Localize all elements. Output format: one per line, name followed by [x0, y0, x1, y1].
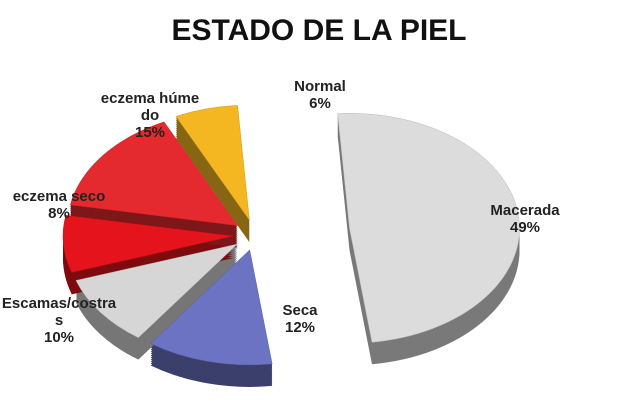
category-label: Seca — [282, 302, 318, 319]
slice — [175, 105, 250, 222]
value-label: 12% — [284, 319, 316, 336]
category-label: Normal — [294, 78, 346, 95]
slice-label: eczema seco 8% — [0, 188, 118, 222]
value-label: 10% — [43, 329, 75, 346]
category-label: Escamas/costras — [1, 295, 117, 329]
slice-label: Escamas/costras 10% — [0, 295, 118, 346]
category-label: eczema húmedo — [100, 90, 200, 124]
chart-title: ESTADO DE LA PIEL — [171, 14, 467, 47]
category-label: Macerada — [490, 202, 560, 219]
slice — [150, 249, 273, 366]
slice-label: eczema húmedo 15% — [100, 90, 200, 141]
value-label: 15% — [134, 124, 166, 141]
slice — [75, 243, 239, 338]
slice — [62, 215, 234, 273]
slice-label: Seca 12% — [245, 302, 355, 336]
value-label: 6% — [309, 95, 331, 112]
slice-label: Normal 6% — [265, 78, 375, 112]
value-label: 49% — [509, 219, 541, 236]
category-label: eczema seco — [12, 188, 106, 205]
slice — [337, 113, 520, 343]
slice — [69, 121, 239, 226]
value-label: 8% — [48, 205, 70, 222]
slice-label: Macerada 49% — [470, 202, 580, 236]
